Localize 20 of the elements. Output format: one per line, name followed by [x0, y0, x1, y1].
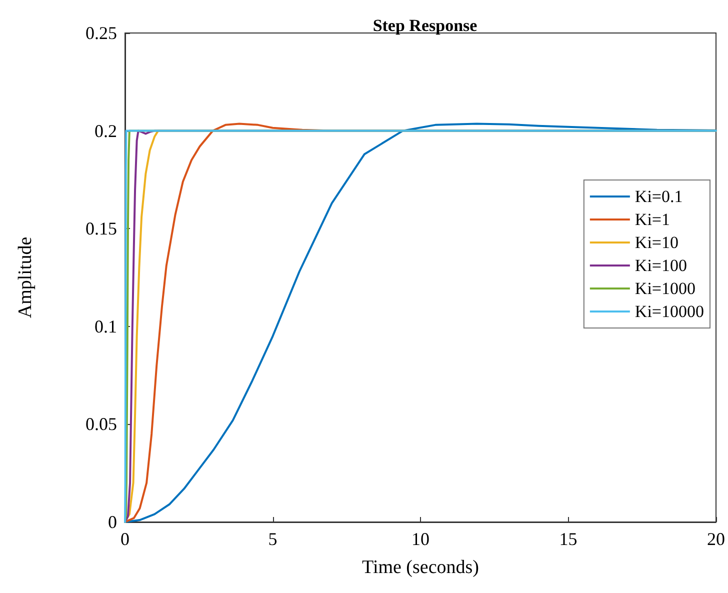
x-tick-label: 20: [707, 529, 725, 549]
x-tick-label: 15: [559, 529, 578, 549]
legend-label: Ki=10: [634, 233, 679, 252]
y-tick-label: 0.25: [86, 23, 117, 43]
y-tick-label: 0.05: [86, 414, 117, 434]
y-tick-label: 0.1: [94, 316, 117, 336]
legend-label: Ki=10000: [634, 302, 704, 321]
chart-title: Step Response: [372, 16, 478, 35]
x-tick-label: 10: [412, 529, 430, 549]
y-tick-label: 0.2: [94, 120, 117, 141]
y-tick-label: 0.15: [86, 218, 117, 239]
x-tick-label: 0: [120, 529, 130, 549]
legend-label: Ki=1: [634, 210, 670, 229]
x-tick-label: 5: [268, 529, 278, 549]
legend-label: Ki=100: [634, 256, 688, 275]
legend-label: Ki=1000: [634, 279, 696, 298]
x-axis-title: Time (seconds): [362, 557, 479, 578]
y-tick-label: 0: [108, 512, 117, 532]
y-axis-title: Amplitude: [15, 236, 36, 318]
legend-label: Ki=0.1: [634, 187, 683, 206]
